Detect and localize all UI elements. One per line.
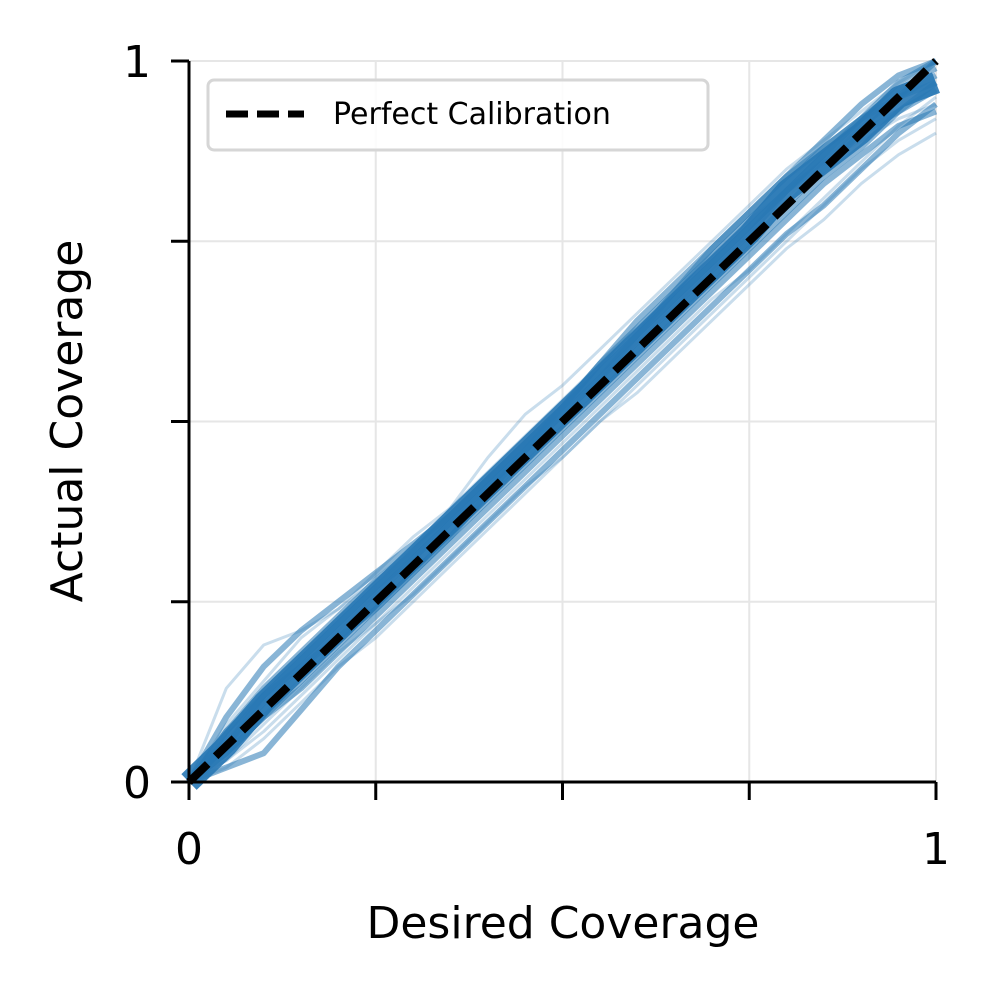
- y-tick-label: 0: [123, 758, 151, 809]
- coverage-curve-dense-band: [181, 72, 940, 790]
- reference-layer: [186, 58, 939, 785]
- coverage-curves: [181, 58, 940, 790]
- y-tick-label: 1: [123, 37, 151, 88]
- y-axis-title: Actual Coverage: [42, 240, 93, 603]
- ticks: 0 1 0 1: [123, 37, 950, 875]
- perfect-calibration-line: [186, 58, 939, 785]
- coverage-curve: [187, 101, 938, 785]
- x-tick-label: 0: [175, 824, 203, 875]
- legend: Perfect Calibration: [206, 78, 710, 152]
- x-axis-title: Desired Coverage: [366, 898, 759, 949]
- x-tick-label: 1: [922, 824, 950, 875]
- coverage-curve: [188, 131, 937, 784]
- coverage-curve: [188, 117, 937, 784]
- legend-label: Perfect Calibration: [333, 97, 611, 132]
- coverage-curve: [187, 108, 938, 785]
- legend-box: [206, 78, 710, 152]
